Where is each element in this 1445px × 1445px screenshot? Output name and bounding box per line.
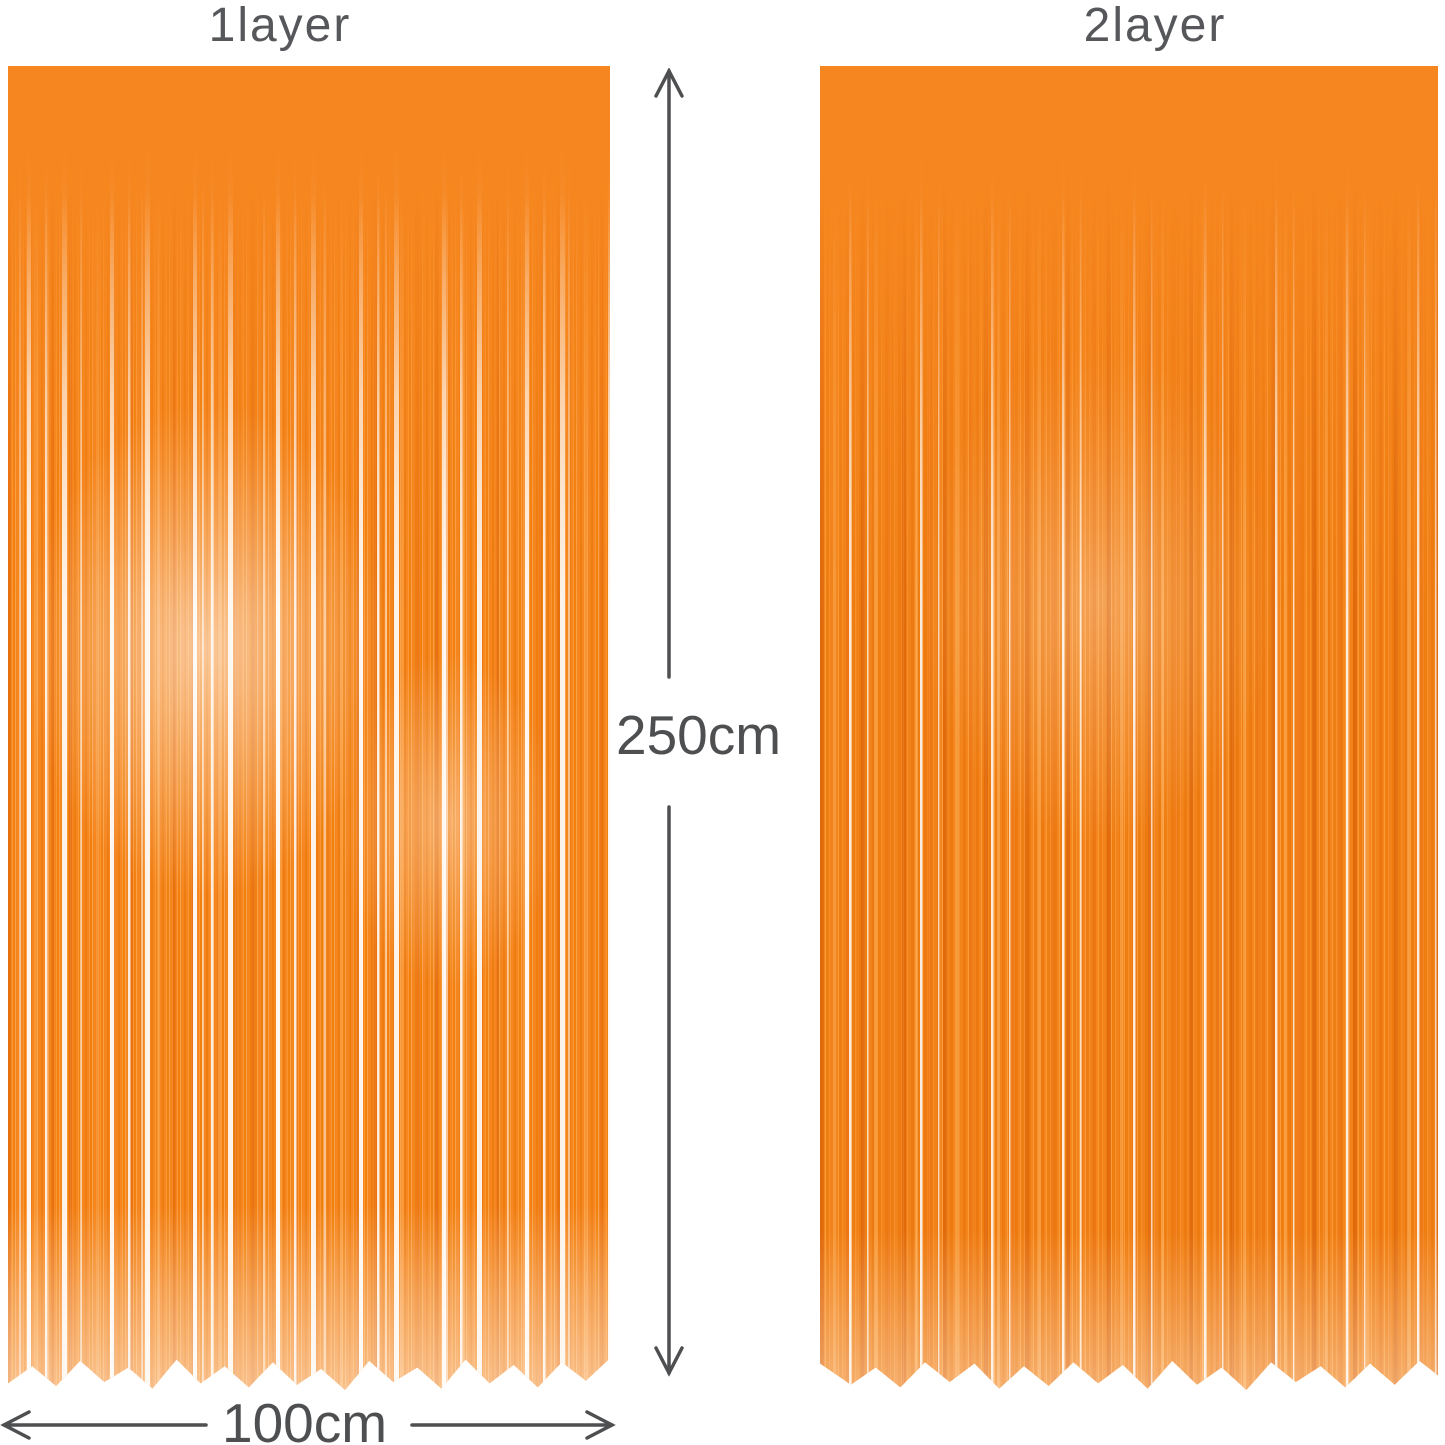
arrow-right-icon: [585, 1410, 616, 1440]
arrow-down-icon: [654, 1346, 684, 1377]
curtain-1layer-photo: [8, 66, 610, 1390]
right-curtain-label: 2layer: [1083, 0, 1227, 52]
height-arrow: [654, 68, 684, 1377]
width-arrow: [0, 1410, 616, 1440]
width-dimension-label: 100cm: [222, 1392, 388, 1445]
height-dimension-label: 250cm: [616, 704, 782, 766]
curtain-2layer-photo: [820, 66, 1438, 1390]
left-curtain-label: 1layer: [208, 0, 352, 52]
